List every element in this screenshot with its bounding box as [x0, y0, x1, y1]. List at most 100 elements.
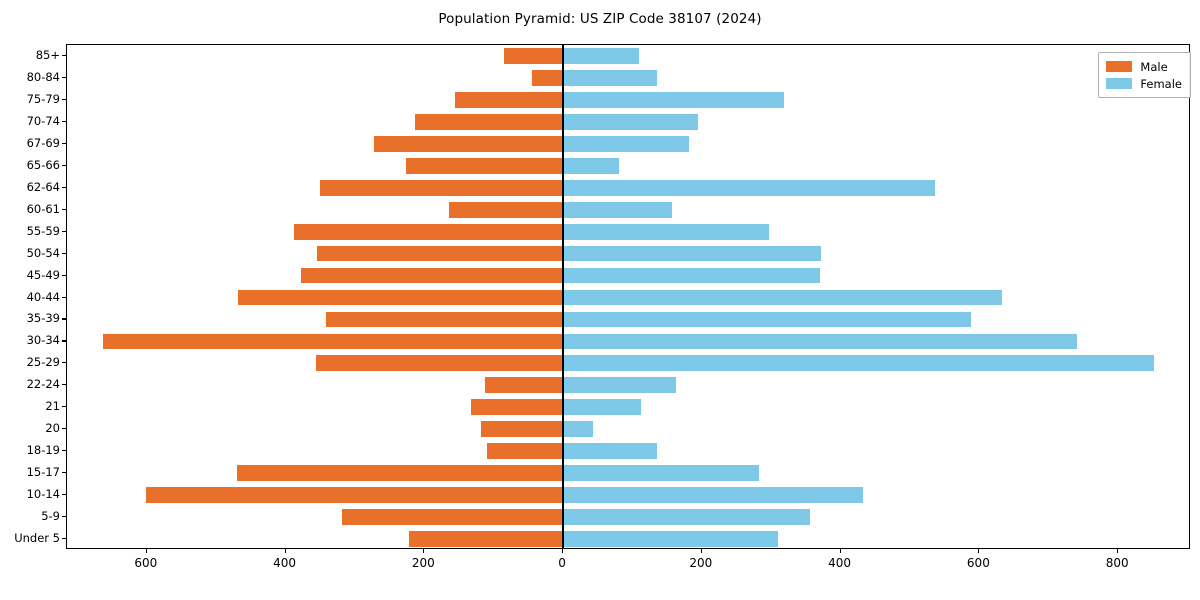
bar-female	[563, 48, 640, 64]
bar-row	[67, 179, 1189, 196]
bar-female	[563, 421, 593, 438]
bar-row	[67, 157, 1189, 174]
y-axis-tick-label: 15-17	[26, 465, 60, 480]
bar-male	[316, 245, 564, 262]
bar-male	[448, 201, 564, 218]
y-axis-tick-label: 50-54	[26, 245, 60, 260]
bar-male	[454, 91, 564, 108]
bar-female	[563, 399, 642, 416]
bar-male	[415, 113, 564, 130]
x-axis-tick-label: 400	[828, 556, 852, 570]
y-axis-tick-mark	[62, 450, 66, 452]
bar-female	[563, 289, 1002, 306]
bar-male	[320, 179, 564, 196]
bar-female	[563, 531, 779, 547]
legend-label: Male	[1140, 59, 1168, 74]
x-axis-tick-label: 0	[558, 556, 566, 570]
y-axis-tick-mark	[62, 406, 66, 408]
y-axis-tick-label: 30-34	[26, 333, 60, 348]
y-axis-tick-mark	[62, 318, 66, 320]
bar-male	[325, 311, 564, 328]
y-axis-tick-mark	[62, 384, 66, 386]
bar-male	[293, 223, 564, 240]
x-axis-tick-label: 600	[966, 556, 990, 570]
y-axis-tick-mark	[62, 516, 66, 518]
y-axis-tick-mark	[62, 142, 66, 144]
bar-female	[563, 135, 689, 152]
bar-row	[67, 135, 1189, 152]
bar-row	[67, 91, 1189, 108]
y-axis-tick-label: 75-79	[26, 91, 60, 106]
y-axis-tick-label: 18-19	[26, 443, 60, 458]
bar-male	[300, 267, 564, 284]
bar-male	[374, 135, 564, 152]
y-axis-tick-label: 45-49	[26, 267, 60, 282]
y-axis-tick-mark	[62, 538, 66, 540]
bar-row	[67, 113, 1189, 130]
y-axis-tick-mark	[62, 230, 66, 232]
y-axis-tick-label: 25-29	[26, 355, 60, 370]
legend-label: Female	[1140, 76, 1182, 91]
bar-male	[486, 443, 564, 460]
bar-row	[67, 70, 1189, 86]
bar-female	[563, 267, 820, 284]
bar-row	[67, 333, 1189, 350]
y-axis-tick-label: 80-84	[26, 69, 60, 84]
y-axis-tick-label: Under 5	[14, 531, 60, 546]
bar-row	[67, 531, 1189, 547]
bar-female	[563, 311, 972, 328]
bar-male	[481, 421, 564, 438]
y-axis-tick-label: 35-39	[26, 311, 60, 326]
bar-female	[563, 487, 863, 503]
bar-female	[563, 245, 822, 262]
bar-row	[67, 201, 1189, 218]
x-axis-tick-mark	[423, 549, 425, 553]
bar-male	[531, 70, 564, 86]
bar-male	[236, 465, 564, 482]
legend-entry[interactable]: Male	[1106, 58, 1182, 75]
x-axis-tick-mark	[145, 549, 147, 553]
x-axis-tick-label: 200	[411, 556, 435, 570]
y-axis-tick-mark	[62, 164, 66, 166]
bar-row	[67, 487, 1189, 503]
bar-female	[563, 113, 699, 130]
bar-male	[103, 333, 564, 350]
bar-row	[67, 267, 1189, 284]
bar-row	[67, 421, 1189, 438]
chart-title: Population Pyramid: US ZIP Code 38107 (2…	[438, 11, 762, 27]
y-axis-tick-mark	[62, 340, 66, 342]
y-axis-tick-mark	[62, 120, 66, 122]
bar-row	[67, 399, 1189, 416]
x-axis-tick-label: 600	[134, 556, 158, 570]
bar-male	[409, 531, 564, 547]
bar-male	[342, 509, 564, 525]
x-axis-tick-mark	[1117, 549, 1119, 553]
bar-female	[563, 91, 784, 108]
bar-row	[67, 509, 1189, 525]
bar-row	[67, 465, 1189, 482]
legend-entry[interactable]: Female	[1106, 75, 1182, 92]
y-axis-tick-label: 60-61	[26, 201, 60, 216]
chart-legend: Male Female	[1098, 52, 1191, 98]
bar-female	[563, 509, 811, 525]
bar-female	[563, 223, 770, 240]
bar-male	[406, 157, 564, 174]
bar-female	[563, 355, 1155, 372]
y-axis-tick-label: 65-66	[26, 157, 60, 172]
zero-axis-line	[562, 45, 564, 548]
x-axis-tick-mark	[562, 549, 564, 553]
y-axis-tick-mark	[62, 54, 66, 57]
bar-male	[316, 355, 564, 372]
legend-swatch	[1106, 78, 1133, 89]
y-axis-tick-mark	[62, 472, 66, 474]
x-axis-tick-label: 200	[689, 556, 713, 570]
y-axis-tick-mark	[62, 428, 66, 430]
bar-row	[67, 377, 1189, 394]
bars-layer	[67, 45, 1189, 548]
x-axis-tick-mark	[700, 549, 702, 553]
bar-row	[67, 355, 1189, 372]
bar-female	[563, 70, 657, 86]
x-axis-tick-mark	[284, 549, 286, 553]
bar-row	[67, 48, 1189, 64]
